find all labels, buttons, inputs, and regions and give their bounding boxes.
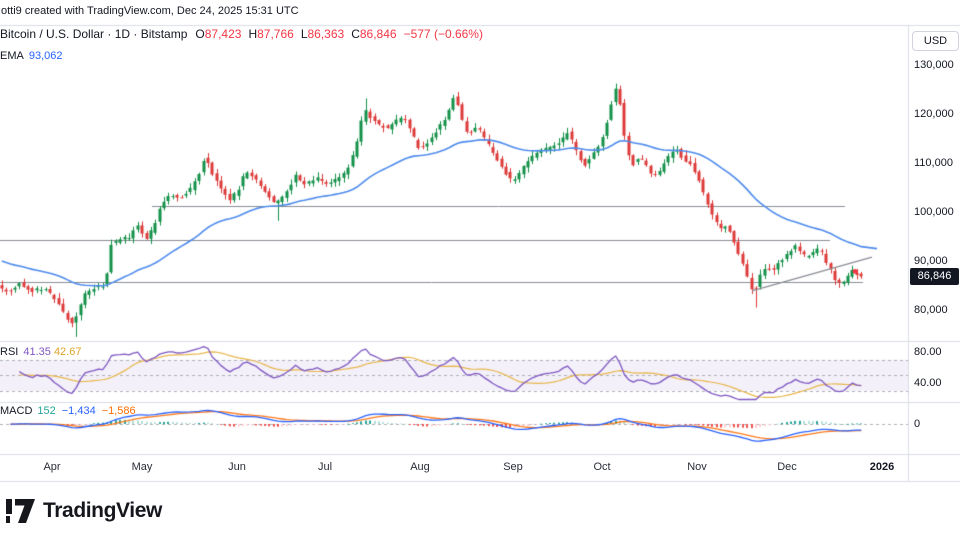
footer: TradingView	[6, 499, 162, 523]
attribution-text: otti9 created with TradingView.com, Dec …	[1, 5, 299, 17]
macd-label[interactable]: MACD	[0, 405, 33, 417]
tradingview-logo-text: TradingView	[43, 499, 162, 522]
ema-label[interactable]: EMA	[0, 50, 24, 62]
month-label: Aug	[410, 461, 430, 473]
attribution-bar: otti9 created with TradingView.com, Dec …	[1, 5, 299, 17]
rsi-legend: RSI 41.35 42.67	[0, 346, 81, 358]
month-label: Sep	[503, 461, 523, 473]
ohlc-open: O87,423	[195, 27, 242, 41]
currency-button[interactable]: USD	[912, 31, 959, 51]
month-label: Oct	[593, 461, 611, 473]
rsi-axis-label: 80.00	[914, 346, 942, 358]
price-axis-label: 80,000	[914, 304, 948, 316]
month-label: Nov	[687, 461, 707, 473]
rsi-label[interactable]: RSI	[0, 346, 19, 358]
macd-line-value: −1,434	[61, 405, 96, 417]
ohlc-close: C86,846	[351, 27, 397, 41]
price-axis-label: 100,000	[914, 206, 954, 218]
tradingview-logo-icon	[6, 499, 35, 523]
ohlc-low: L86,363	[300, 27, 345, 41]
price-axis-label: 120,000	[914, 108, 954, 120]
price-axis-label: 90,000	[914, 255, 948, 267]
macd-hist-value: 152	[37, 405, 56, 417]
month-label: Apr	[43, 461, 61, 473]
macd-axis-zero-label: 0	[914, 418, 921, 430]
month-label: 2026	[869, 461, 895, 473]
price-axis-label: 110,000	[914, 157, 953, 169]
rsi-value: 41.35	[23, 346, 51, 358]
macd-signal-value: −1,586	[101, 405, 136, 417]
macd-legend: MACD 152 −1,434 −1,586	[0, 405, 142, 417]
symbol-title[interactable]: Bitcoin / U.S. Dollar · 1D · Bitstamp	[0, 27, 188, 41]
rsi-ma-value: 42.67	[53, 346, 82, 358]
ema-value: 93,062	[28, 50, 63, 62]
month-label: Jul	[317, 461, 333, 473]
last-price-tag: 86,846	[910, 267, 959, 285]
ohlc-high: H87,766	[248, 27, 294, 41]
price-axis-label: 130,000	[914, 59, 954, 71]
month-label: Dec	[777, 461, 797, 473]
rsi-axis-label: 40.00	[914, 377, 942, 389]
symbol-legend: Bitcoin / U.S. Dollar · 1D · Bitstamp O87…	[0, 27, 483, 41]
month-label: May	[131, 461, 153, 473]
ema-legend: EMA 93,062	[0, 50, 63, 62]
month-label: Jun	[228, 461, 246, 473]
change-value: −577 (−0.66%)	[403, 27, 483, 41]
